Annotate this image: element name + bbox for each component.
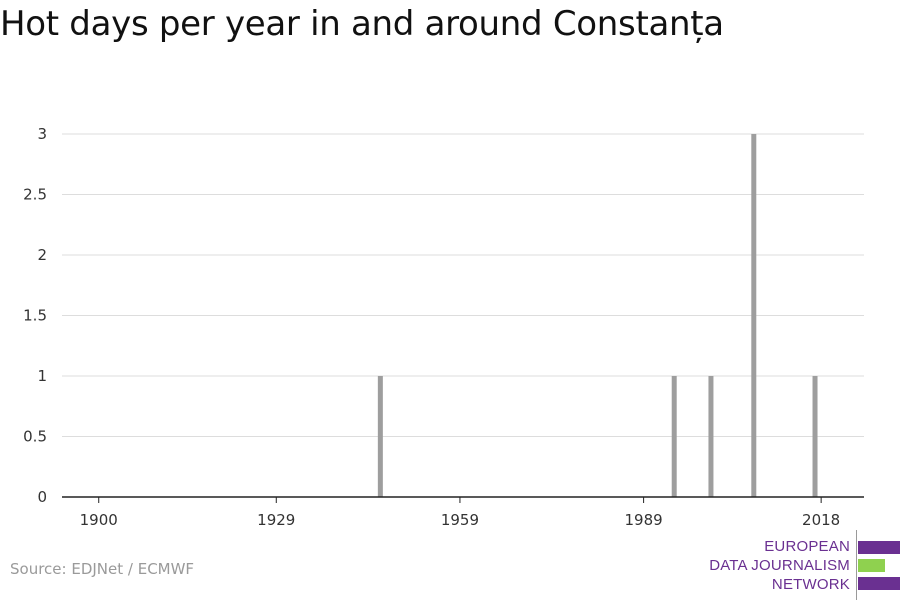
bar [377,376,383,497]
y-tick-label: 2.5 [23,186,47,204]
logo-divider [856,530,857,600]
x-tick-label: 1989 [625,511,663,529]
logo-text-line-2: DATA JOURNALISM [709,557,850,574]
y-tick-label: 0 [37,488,47,506]
bar [812,376,818,497]
logo-text-line-3: NETWORK [771,576,850,593]
x-tick-label: 2018 [802,511,840,529]
edjnet-logo[interactable]: EUROPEAN DATA JOURNALISM NETWORK [700,530,900,600]
logo-text-line-1: EUROPEAN [764,538,850,555]
logo-bar-middle [858,559,885,572]
y-tick-label: 3 [37,125,47,143]
bar [671,376,677,497]
chart-title: Hot days per year in and around Constanț… [0,4,724,44]
y-tick-label: 0.5 [23,428,47,446]
logo-bar-top [858,541,900,554]
x-tick-label: 1900 [80,511,118,529]
bar [751,134,757,497]
source-note: Source: EDJNet / ECMWF [10,560,195,578]
x-tick-label: 1959 [441,511,479,529]
logo-bar-bottom [858,577,900,590]
x-tick-label: 1929 [257,511,295,529]
y-tick-label: 1 [37,367,47,385]
bar [708,376,714,497]
y-tick-label: 1.5 [23,307,47,325]
y-tick-label: 2 [37,246,47,264]
